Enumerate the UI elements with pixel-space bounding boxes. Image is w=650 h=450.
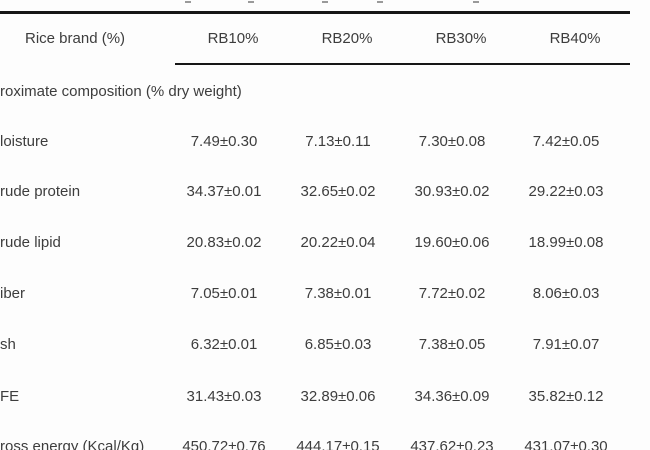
cell-value: 431.07±0.30: [524, 438, 608, 450]
row-label: sh: [0, 336, 16, 353]
table-row: ross energy (Kcal/Kg) 450.72±0.76 444.17…: [0, 436, 623, 450]
cell-value: 34.37±0.01: [186, 183, 262, 200]
column-header-rb10: RB10%: [207, 30, 259, 47]
cell-value: 7.49±0.30: [190, 133, 258, 150]
cell-value: 32.65±0.02: [300, 183, 376, 200]
column-header-rice-brand: Rice brand (%): [25, 30, 126, 47]
row-label: ross energy (Kcal/Kg): [0, 438, 145, 450]
cell-value: 7.30±0.08: [418, 133, 486, 150]
row-label: loisture: [0, 133, 49, 150]
cell-value: 444.17±0.15: [296, 438, 380, 450]
cell-value: 20.22±0.04: [300, 234, 376, 251]
cell-value: 8.06±0.03: [532, 285, 600, 302]
cell-value: 20.83±0.02: [186, 234, 262, 251]
cell-value: 7.72±0.02: [418, 285, 486, 302]
column-header-rb20: RB20%: [321, 30, 373, 47]
row-label: iber: [0, 285, 26, 302]
cropped-caption-remnant: [377, 1, 383, 3]
column-header-rb40: RB40%: [549, 30, 601, 47]
cell-value: 32.89±0.06: [300, 388, 376, 405]
table-header-row: Rice brand (%) RB10% RB20% RB30% RB40%: [9, 28, 632, 50]
table-row: FE 31.43±0.03 32.89±0.06 34.36±0.09 35.8…: [0, 386, 623, 408]
cell-value: 6.32±0.01: [190, 336, 258, 353]
cell-value: 18.99±0.08: [528, 234, 604, 251]
cell-value: 30.93±0.02: [414, 183, 490, 200]
cell-value: 35.82±0.12: [528, 388, 604, 405]
section-heading-row: roximate composition (% dry weight): [0, 81, 623, 103]
section-heading: roximate composition (% dry weight): [0, 83, 242, 100]
cell-value: 7.13±0.11: [305, 133, 371, 150]
cropped-caption-remnant: [473, 1, 479, 3]
cropped-caption-remnant: [322, 1, 328, 3]
column-header-rb30: RB30%: [435, 30, 487, 47]
cell-value: 7.38±0.01: [304, 285, 372, 302]
table-row: sh 6.32±0.01 6.85±0.03 7.38±0.05 7.91±0.…: [0, 334, 623, 356]
cell-value: 6.85±0.03: [304, 336, 372, 353]
cropped-caption-remnant: [248, 1, 254, 3]
cell-value: 19.60±0.06: [414, 234, 490, 251]
table-row: rude lipid 20.83±0.02 20.22±0.04 19.60±0…: [0, 232, 623, 254]
cropped-caption-remnant: [185, 1, 191, 3]
table-row: iber 7.05±0.01 7.38±0.01 7.72±0.02 8.06±…: [0, 283, 623, 305]
cell-value: 34.36±0.09: [414, 388, 490, 405]
row-label: FE: [0, 388, 20, 405]
row-label: rude lipid: [0, 234, 61, 251]
cell-value: 7.05±0.01: [190, 285, 258, 302]
cell-value: 437.62±0.23: [410, 438, 494, 450]
cell-value: 7.38±0.05: [418, 336, 486, 353]
table-row: loisture 7.49±0.30 7.13±0.11 7.30±0.08 7…: [0, 131, 623, 153]
cell-value: 29.22±0.03: [528, 183, 604, 200]
cell-value: 7.91±0.07: [532, 336, 600, 353]
table-top-rule: [0, 11, 630, 14]
cell-value: 7.42±0.05: [532, 133, 600, 150]
cell-value: 450.72±0.76: [182, 438, 266, 450]
cell-value: 31.43±0.03: [186, 388, 262, 405]
table-row: rude protein 34.37±0.01 32.65±0.02 30.93…: [0, 181, 623, 203]
row-label: rude protein: [0, 183, 81, 200]
table-header-rule: [175, 63, 630, 65]
